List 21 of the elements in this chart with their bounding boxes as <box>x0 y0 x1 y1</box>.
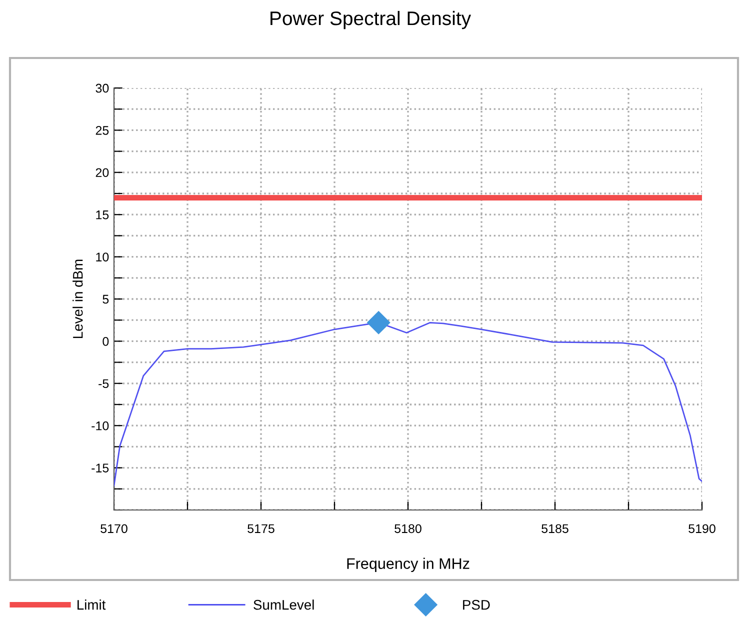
y-tick-label: 25 <box>96 126 109 135</box>
y-tick-label: 30 <box>96 84 109 93</box>
legend-label: SumLevel <box>254 600 314 610</box>
y-tick-label: 20 <box>96 168 109 178</box>
legend-label: PSD <box>463 600 490 610</box>
x-tick-label: 5170 <box>100 524 128 534</box>
y-tick-label: 0 <box>102 337 109 346</box>
x-tick-label: 5190 <box>688 524 716 534</box>
y-tick-label: 10 <box>96 252 109 262</box>
y-axis-title: Level in dBm <box>72 260 83 338</box>
legend-label: Limit <box>78 600 106 610</box>
y-tick-label: 15 <box>96 210 109 220</box>
x-tick-label: 5180 <box>394 524 422 534</box>
y-tick-label: -5 <box>98 379 109 388</box>
y-tick-label: -10 <box>92 421 109 430</box>
x-tick-label: 5185 <box>542 524 568 534</box>
y-tick-label: -15 <box>92 464 109 472</box>
x-axis-title: Frequency in MHz <box>347 558 470 572</box>
x-tick-label: 5175 <box>248 524 274 534</box>
chart-title: Power Spectral Density <box>270 10 472 30</box>
y-tick-label: 5 <box>102 294 109 304</box>
